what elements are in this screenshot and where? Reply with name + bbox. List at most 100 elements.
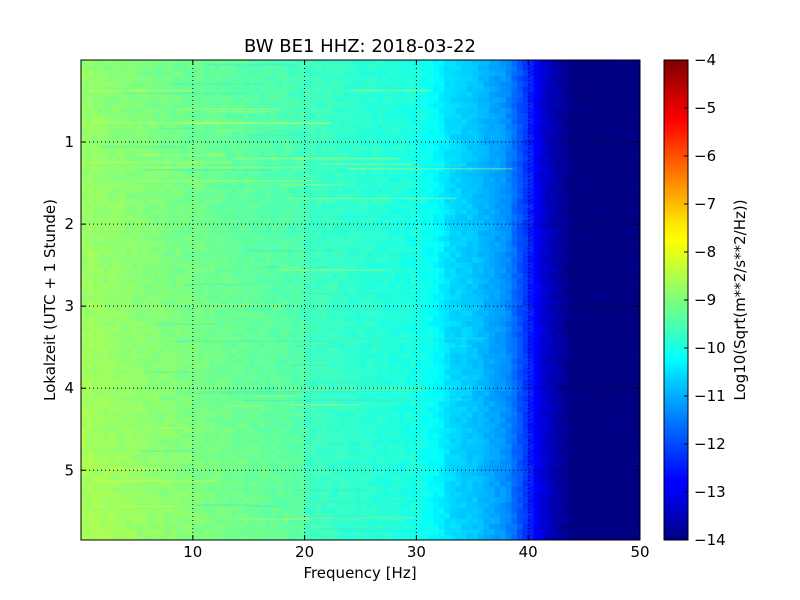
- heatmap-cell: [265, 294, 272, 301]
- heatmap-cell: [421, 140, 429, 146]
- heatmap-cell: [108, 92, 116, 98]
- heatmap-cell: [466, 166, 473, 173]
- heatmap-cell: [299, 134, 306, 141]
- heatmap-cell: [293, 145, 300, 152]
- heatmap-cell: [399, 252, 406, 258]
- heatmap-cell: [500, 310, 507, 317]
- heatmap-cell: [595, 316, 602, 322]
- heatmap-cell: [136, 193, 144, 200]
- heatmap-cell: [293, 102, 300, 109]
- heatmap-cell: [567, 140, 574, 146]
- heatmap-cell: [92, 193, 99, 200]
- heatmap-cell: [377, 220, 384, 226]
- heatmap-cell: [131, 241, 138, 248]
- heatmap-cell: [561, 262, 568, 269]
- heatmap-cell: [108, 140, 116, 146]
- heatmap-cell: [584, 246, 591, 253]
- heatmap-cell: [215, 60, 222, 66]
- heatmap-cell: [405, 92, 412, 98]
- heatmap-cell: [477, 86, 485, 93]
- heatmap-cell: [203, 134, 211, 141]
- heatmap-cell: [539, 102, 546, 109]
- heatmap-cell: [187, 214, 194, 221]
- heatmap-cell: [371, 284, 378, 290]
- heatmap-cell: [226, 268, 233, 274]
- heatmap-cell: [343, 204, 350, 210]
- heatmap-cell: [511, 220, 518, 226]
- heatmap-cell: [572, 76, 580, 82]
- heatmap-cell: [584, 188, 591, 194]
- heatmap-cell: [81, 166, 88, 173]
- heatmap-cell: [131, 193, 138, 200]
- heatmap-cell: [366, 97, 373, 104]
- heatmap-cell: [81, 124, 88, 130]
- heatmap-cell: [326, 193, 334, 200]
- heatmap-cell: [226, 76, 233, 82]
- heatmap-cell: [136, 161, 144, 168]
- heatmap-cell: [416, 316, 423, 322]
- heatmap-cell: [226, 294, 233, 301]
- heatmap-cell: [511, 209, 518, 216]
- heatmap-cell: [271, 278, 278, 285]
- heatmap-cell: [338, 284, 345, 290]
- heatmap-cell: [561, 166, 568, 173]
- heatmap-cell: [500, 166, 507, 173]
- heatmap-cell: [349, 294, 356, 301]
- heatmap-cell: [427, 76, 434, 82]
- heatmap-cell: [187, 257, 194, 264]
- heatmap-cell: [449, 161, 457, 168]
- heatmap-cell: [455, 188, 462, 194]
- heatmap-cell: [522, 321, 529, 328]
- heatmap-cell: [483, 193, 490, 200]
- heatmap-cell: [120, 289, 127, 296]
- heatmap-cell: [584, 300, 591, 306]
- heatmap-cell: [332, 113, 339, 120]
- heatmap-cell: [176, 177, 183, 184]
- heatmap-cell: [164, 113, 172, 120]
- heatmap-cell: [164, 289, 172, 296]
- heatmap-cell: [343, 278, 350, 285]
- heatmap-cell: [595, 97, 602, 104]
- heatmap-cell: [176, 300, 183, 306]
- heatmap-cell: [489, 230, 496, 237]
- heatmap-cell: [539, 118, 546, 125]
- heatmap-cell: [237, 150, 244, 157]
- heatmap-cell: [522, 166, 529, 173]
- heatmap-cell: [595, 129, 602, 136]
- heatmap-cell: [399, 118, 406, 125]
- heatmap-cell: [466, 70, 473, 77]
- heatmap-cell: [623, 220, 630, 226]
- heatmap-cell: [125, 273, 132, 280]
- heatmap-cell: [304, 177, 311, 184]
- heatmap-cell: [114, 241, 121, 248]
- heatmap-cell: [192, 305, 199, 312]
- heatmap-cell: [382, 220, 390, 226]
- heatmap-cell: [97, 97, 104, 104]
- heatmap-cell: [148, 177, 155, 184]
- heatmap-cell: [248, 188, 255, 194]
- heatmap-cell: [271, 262, 278, 269]
- heatmap-cell: [489, 97, 496, 104]
- heatmap-cell: [215, 172, 222, 178]
- heatmap-cell: [584, 241, 591, 248]
- heatmap-cell: [92, 294, 99, 301]
- heatmap-cell: [265, 268, 272, 274]
- heatmap-cell: [360, 86, 367, 93]
- heatmap-cell: [120, 145, 127, 152]
- heatmap-cell: [343, 289, 350, 296]
- heatmap-cell: [433, 278, 440, 285]
- heatmap-cell: [449, 140, 457, 146]
- heatmap-cell: [410, 108, 417, 114]
- heatmap-cell: [231, 134, 239, 141]
- heatmap-cell: [81, 102, 88, 109]
- heatmap-cell: [159, 316, 166, 322]
- heatmap-cell: [617, 300, 624, 306]
- heatmap-cell: [136, 76, 144, 82]
- heatmap-cell: [97, 262, 104, 269]
- heatmap-cell: [634, 220, 640, 226]
- heatmap-cell: [310, 166, 317, 173]
- heatmap-cell: [86, 129, 93, 136]
- heatmap-cell: [494, 236, 501, 242]
- heatmap-cell: [97, 81, 104, 88]
- heatmap-cell: [131, 108, 138, 114]
